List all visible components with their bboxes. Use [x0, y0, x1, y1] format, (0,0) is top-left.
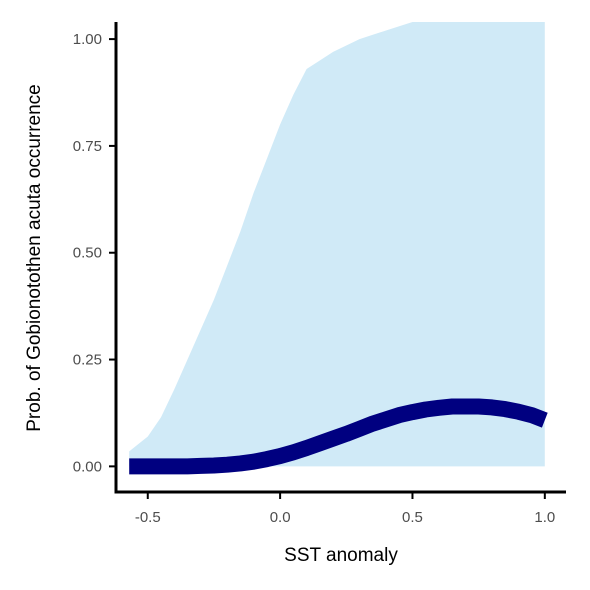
x-axis-title: SST anomaly — [284, 545, 398, 566]
y-tick-label: 0.25 — [73, 352, 102, 369]
confidence-ribbon — [129, 22, 545, 467]
y-tick-label: 0.75 — [73, 138, 102, 155]
y-tick-label: 0.50 — [73, 245, 102, 262]
x-tick-label: 1.0 — [534, 509, 555, 526]
x-tick-label: 0.0 — [270, 509, 291, 526]
fitted-line-layer — [129, 398, 548, 475]
confidence-ribbon-layer — [129, 22, 545, 467]
y-tick-label: 0.00 — [73, 458, 102, 475]
fitted-probability-line — [129, 398, 548, 475]
axes: -0.5 0.0 0.5 1.0 0.00 0.25 0.50 0.75 1.00 — [73, 22, 566, 526]
x-tick-label: -0.5 — [135, 509, 161, 526]
y-tick-label: 1.00 — [73, 31, 102, 48]
y-axis-title: Prob. of Gobionotothen acuta occurrence — [24, 84, 45, 432]
x-tick-label: 0.5 — [402, 509, 423, 526]
